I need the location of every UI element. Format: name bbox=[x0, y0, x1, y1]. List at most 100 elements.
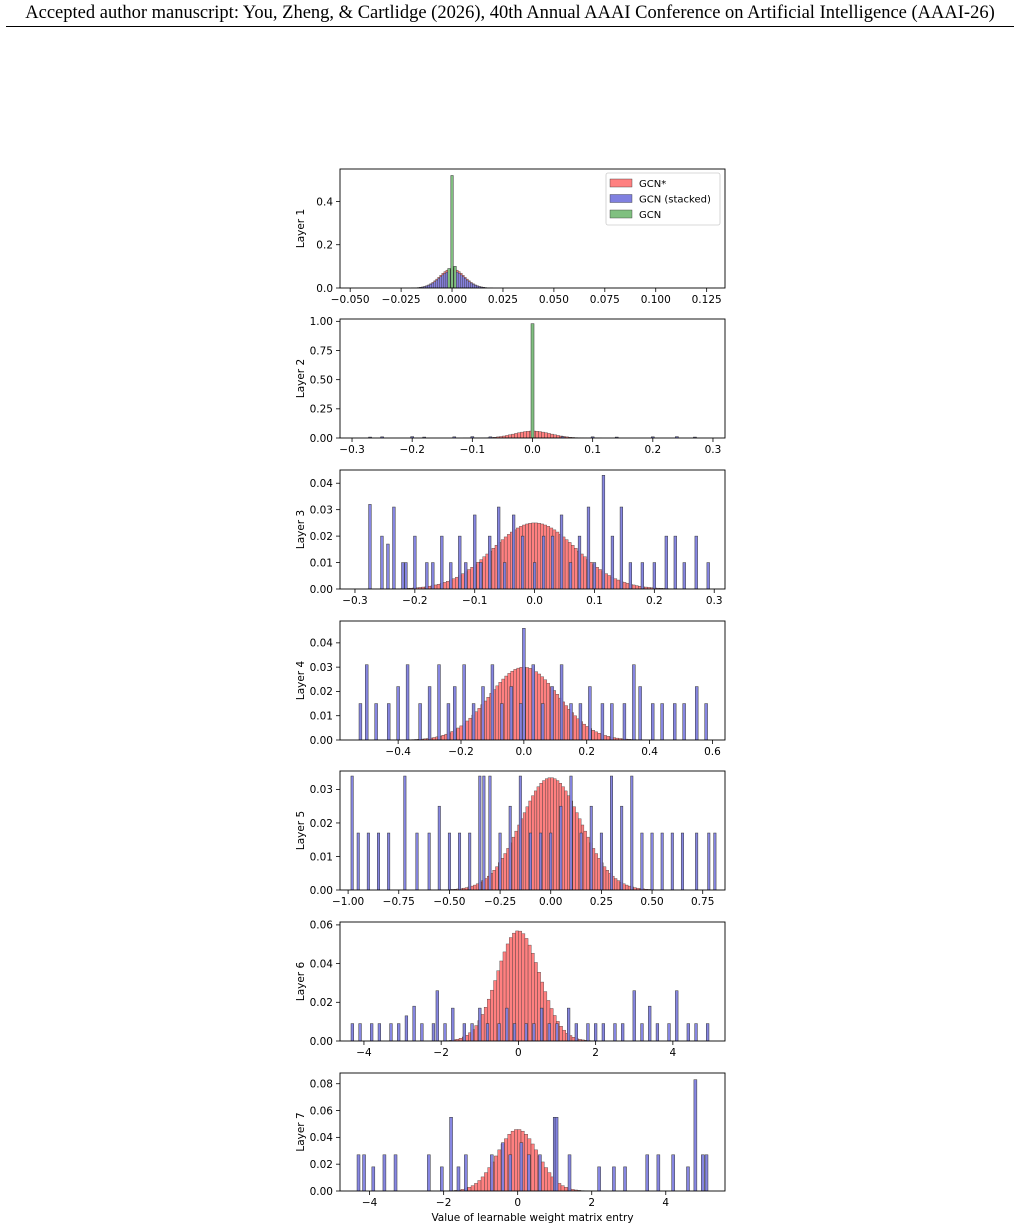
histogram-bar bbox=[465, 720, 469, 740]
x-tick-label: 0.75 bbox=[691, 896, 714, 908]
histogram-bar bbox=[597, 1166, 601, 1191]
axes-frame bbox=[339, 168, 726, 289]
histogram-bar bbox=[547, 1172, 552, 1191]
header-rule bbox=[6, 26, 1014, 27]
histogram-bar bbox=[382, 1154, 387, 1191]
histogram-bar bbox=[464, 278, 467, 288]
histogram-bar bbox=[490, 1154, 494, 1191]
y-tick-label: 1.00 bbox=[310, 316, 333, 328]
histogram-bar bbox=[477, 708, 481, 740]
histogram-bar bbox=[621, 1023, 625, 1041]
histogram-bar bbox=[564, 1187, 568, 1191]
histogram-bar bbox=[553, 778, 557, 890]
histogram-bar bbox=[542, 780, 546, 890]
histogram-bar bbox=[682, 562, 686, 589]
histogram-bar bbox=[506, 534, 511, 589]
histogram-bar bbox=[594, 1023, 598, 1041]
y-axis-label: Layer 1 bbox=[295, 209, 307, 248]
histogram-bar bbox=[651, 703, 655, 740]
histogram-bar bbox=[567, 1007, 571, 1041]
histogram-bar bbox=[564, 790, 568, 890]
x-tick-label: 0.0 bbox=[526, 595, 543, 607]
y-tick-label: 0.02 bbox=[310, 818, 333, 830]
x-tick-label: 0.25 bbox=[590, 896, 613, 908]
histogram-bar bbox=[433, 281, 436, 288]
y-axis-label: Layer 5 bbox=[295, 811, 307, 850]
histogram-bar bbox=[582, 723, 586, 740]
x-tick-label: 0 bbox=[515, 1047, 522, 1059]
histogram-bar bbox=[516, 527, 520, 589]
histogram-bar bbox=[470, 282, 473, 288]
histogram-bar bbox=[632, 990, 636, 1041]
layer-1-subplot: −0.050 −0.025 0.000 0.025 0.050 0.075 0.100 0.1… bbox=[295, 168, 726, 306]
histogram-bar bbox=[440, 535, 444, 589]
histogram-bar bbox=[616, 880, 620, 890]
histogram-bar bbox=[484, 1172, 488, 1191]
histogram-bar bbox=[511, 433, 515, 438]
histogram-bar bbox=[466, 279, 469, 288]
histogram-bar bbox=[619, 506, 624, 589]
histogram-bar bbox=[437, 805, 441, 890]
histogram-bar bbox=[606, 736, 610, 740]
histogram-bar bbox=[538, 1154, 542, 1191]
y-tick-label: 0.50 bbox=[310, 374, 333, 386]
histogram-bar bbox=[377, 832, 380, 890]
histogram-bar bbox=[603, 735, 607, 740]
layer-7-subplot: −4 −2 0 2 4 0.00 0.02 0.04 0.06 0.08 Layer 7 Value … bbox=[295, 1072, 726, 1224]
histogram-bar bbox=[693, 436, 697, 438]
histogram-bar bbox=[528, 523, 532, 589]
x-tick-label: 4 bbox=[662, 1197, 669, 1209]
histogram-bar bbox=[586, 1023, 590, 1041]
x-tick-label: −0.1 bbox=[460, 444, 486, 456]
histogram-bar bbox=[521, 933, 526, 1041]
layer-3-bars bbox=[366, 475, 710, 589]
histogram-bar bbox=[673, 703, 677, 740]
y-tick-label: 0.03 bbox=[310, 662, 333, 674]
y-tick-label: 0.03 bbox=[310, 784, 333, 796]
histogram-bar bbox=[660, 832, 664, 890]
x-tick-label: −0.3 bbox=[342, 595, 368, 607]
x-tick-label: −0.2 bbox=[399, 444, 425, 456]
y-tick-label: 0.00 bbox=[310, 1036, 333, 1048]
histogram-bar bbox=[610, 535, 615, 589]
histogram-bar bbox=[479, 562, 483, 589]
histogram-bar bbox=[640, 832, 644, 890]
histogram-bar bbox=[429, 284, 432, 288]
layer-3-subplot: −0.3 −0.2 −0.1 0.0 0.1 0.2 0.3 0.00 0.01 0.02 0.03… bbox=[295, 469, 726, 607]
histogram-bar bbox=[680, 832, 684, 890]
x-tick-label: 0.0 bbox=[524, 444, 541, 456]
y-axis-label: Layer 6 bbox=[295, 962, 307, 1002]
layer-2-subplot: −0.3 −0.2 −0.1 0.0 0.1 0.2 0.3 0.00 0.25 0.50 0.75… bbox=[295, 316, 726, 456]
histogram-bar bbox=[517, 432, 521, 438]
histogram-bar bbox=[525, 806, 529, 890]
y-tick-label: 0.00 bbox=[310, 1186, 333, 1198]
x-tick-label: 0.2 bbox=[646, 595, 663, 607]
histogram-bar bbox=[514, 433, 518, 438]
histogram-bar bbox=[443, 273, 447, 288]
histogram-bar bbox=[356, 832, 360, 890]
histogram-bar bbox=[477, 1180, 482, 1191]
histogram-bar bbox=[533, 562, 537, 589]
layer-2-series bbox=[530, 323, 535, 438]
x-tick-label: 0.3 bbox=[705, 444, 722, 456]
histogram-bar bbox=[547, 433, 551, 438]
x-tick-label: 4 bbox=[670, 1047, 677, 1059]
histogram-bar bbox=[564, 705, 568, 740]
histogram-bar bbox=[638, 686, 642, 740]
histogram-bar bbox=[560, 436, 565, 438]
x-tick-label: −0.3 bbox=[339, 444, 365, 456]
histogram-bar bbox=[488, 775, 492, 890]
histogram-bar bbox=[573, 715, 577, 740]
histogram-bar bbox=[435, 990, 439, 1041]
histogram-bar bbox=[545, 778, 549, 890]
histogram-bar bbox=[544, 1167, 548, 1191]
histogram-bar bbox=[531, 664, 535, 740]
y-tick-label: 0.02 bbox=[310, 531, 333, 543]
legend: GCN* GCN (stacked) GCN bbox=[605, 172, 721, 226]
x-tick-label: −4 bbox=[362, 1197, 378, 1209]
x-tick-label: 0.000 bbox=[437, 294, 467, 306]
histogram-bar bbox=[635, 585, 639, 589]
y-tick-label: 0.08 bbox=[310, 1079, 333, 1091]
histogram-bar bbox=[586, 506, 591, 589]
x-tick-label: −0.4 bbox=[385, 746, 411, 758]
